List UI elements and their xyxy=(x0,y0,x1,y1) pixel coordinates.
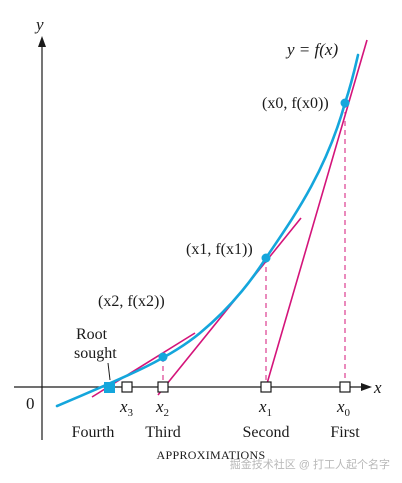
root-marker xyxy=(104,382,115,393)
y-axis-label: y xyxy=(34,15,44,34)
tick-label-x0: x0 xyxy=(336,397,351,419)
point-label-p2: (x2, f(x2)) xyxy=(98,293,165,310)
point-label-p0: (x0, f(x0)) xyxy=(262,95,329,112)
marker-x3 xyxy=(121,381,133,393)
root-sought-label-line1: Root xyxy=(76,326,108,343)
footer-label: APPROXIMATIONS xyxy=(157,448,266,462)
tick-label-x3: x3 xyxy=(119,397,134,419)
axes xyxy=(14,36,372,440)
point-label-p1: (x1, f(x1)) xyxy=(186,241,253,258)
marker-x0 xyxy=(339,381,351,393)
marker-x2 xyxy=(157,381,169,393)
order-label-second: Second xyxy=(242,424,289,441)
point-p2 xyxy=(158,352,168,362)
point-p0 xyxy=(340,98,350,108)
order-label-first: First xyxy=(330,424,360,441)
order-label-fourth: Fourth xyxy=(72,424,115,441)
marker-x1 xyxy=(260,381,272,393)
root-pointer xyxy=(107,362,111,381)
y-axis-arrow xyxy=(38,36,46,47)
point-p1 xyxy=(261,253,271,263)
approximation-markers xyxy=(121,381,351,393)
x-axis-arrow xyxy=(361,383,372,391)
tick-label-x1: x1 xyxy=(258,397,272,419)
x-axis-label: x xyxy=(373,378,382,397)
origin-label: 0 xyxy=(26,394,35,413)
watermark: 掘金技术社区 @ 打工人起个名字 xyxy=(230,457,390,471)
order-label-third: Third xyxy=(145,424,181,441)
curve-label: y = f(x) xyxy=(285,40,338,59)
tick-label-x2: x2 xyxy=(155,397,169,419)
tangent-at-x0 xyxy=(265,39,368,388)
root-sought-label-line2: sought xyxy=(74,345,117,362)
tangent-lines xyxy=(91,39,368,398)
